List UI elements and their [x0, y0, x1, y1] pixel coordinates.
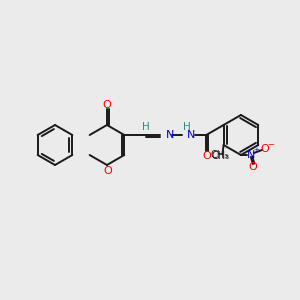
Text: N: N: [187, 130, 196, 140]
Text: +: +: [253, 147, 259, 153]
Text: CH₃: CH₃: [212, 151, 230, 161]
Text: CH₃: CH₃: [211, 150, 229, 160]
Text: N: N: [247, 150, 255, 160]
Text: O: O: [103, 100, 111, 110]
Text: H: H: [142, 122, 150, 132]
Text: N: N: [166, 130, 175, 140]
Text: O: O: [248, 162, 257, 172]
Text: −: −: [267, 140, 274, 149]
Text: O: O: [202, 151, 211, 161]
Text: H: H: [183, 122, 191, 132]
Text: O: O: [103, 166, 112, 176]
Text: O: O: [260, 144, 269, 154]
